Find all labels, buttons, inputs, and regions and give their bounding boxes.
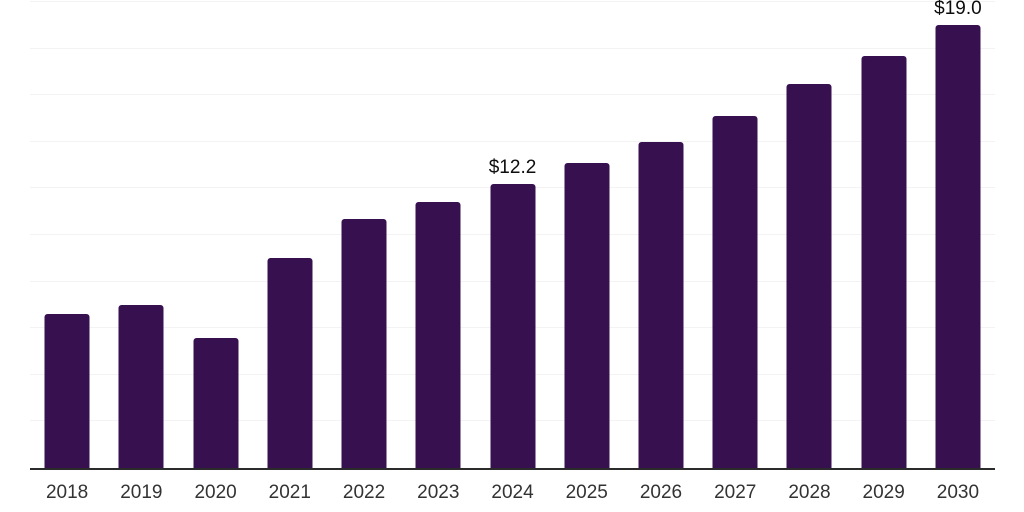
bar-2027: [712, 116, 758, 468]
x-tick-label-2018: 2018: [45, 482, 89, 503]
bar-column-2019: [104, 0, 178, 468]
bar-column-2024: $12.2: [475, 0, 549, 468]
bar-2023: [415, 202, 461, 468]
bar-column-2026: [624, 0, 698, 468]
bars-container: $12.2 $19.0: [30, 0, 995, 468]
bar-column-2022: [327, 0, 401, 468]
x-axis-line: [30, 468, 995, 470]
x-tick-label-2020: 2020: [194, 482, 237, 503]
plot-area: $12.2 $19.0: [30, 0, 995, 468]
bar-column-2029: [847, 0, 921, 468]
bar-2018: [44, 314, 90, 468]
gridline: [30, 94, 995, 96]
bar-2025: [564, 162, 610, 468]
bar-2026: [638, 141, 684, 468]
bar-2019: [118, 304, 164, 468]
bar-value-label-2030: $19.0: [934, 0, 982, 20]
bar-column-2030: $19.0: [921, 0, 995, 468]
bar-2030: [935, 25, 981, 468]
bar-column-2018: [30, 0, 104, 468]
bar-value-label-2024: $12.2: [488, 156, 537, 178]
gridline: [30, 140, 995, 142]
x-tick-label-2019: 2019: [120, 482, 163, 503]
x-tick-label-2030: 2030: [936, 482, 980, 503]
x-tick-label-2022: 2022: [342, 482, 386, 503]
x-tick-label-2025: 2025: [565, 482, 608, 503]
bar-column-2027: [698, 0, 772, 468]
x-axis-tick-labels: 2018 2019 2020 2021 2022 2023 2024 2025 2026 2027…: [30, 470, 995, 504]
bar-column-2025: [550, 0, 624, 468]
gridline: [30, 1, 995, 2]
x-tick-label-2021: 2021: [268, 482, 311, 503]
x-tick-label-2029: 2029: [862, 482, 905, 503]
bar-column-2020: [178, 0, 252, 468]
bar-2022: [341, 218, 387, 468]
gridline: [30, 47, 995, 49]
bar-2028: [786, 83, 832, 468]
bar-2024: [490, 183, 536, 468]
bar-column-2021: [253, 0, 327, 468]
bar-column-2028: [772, 0, 846, 468]
bar-2021: [267, 258, 313, 468]
x-tick-label-2023: 2023: [417, 482, 460, 503]
x-tick-label-2028: 2028: [788, 482, 831, 503]
bar-2029: [861, 55, 907, 468]
bar-column-2023: [401, 0, 475, 468]
x-tick-label-2024: 2024: [491, 482, 534, 503]
x-tick-label-2026: 2026: [639, 482, 683, 503]
bar-2020: [193, 337, 239, 468]
x-tick-label-2027: 2027: [714, 482, 757, 503]
